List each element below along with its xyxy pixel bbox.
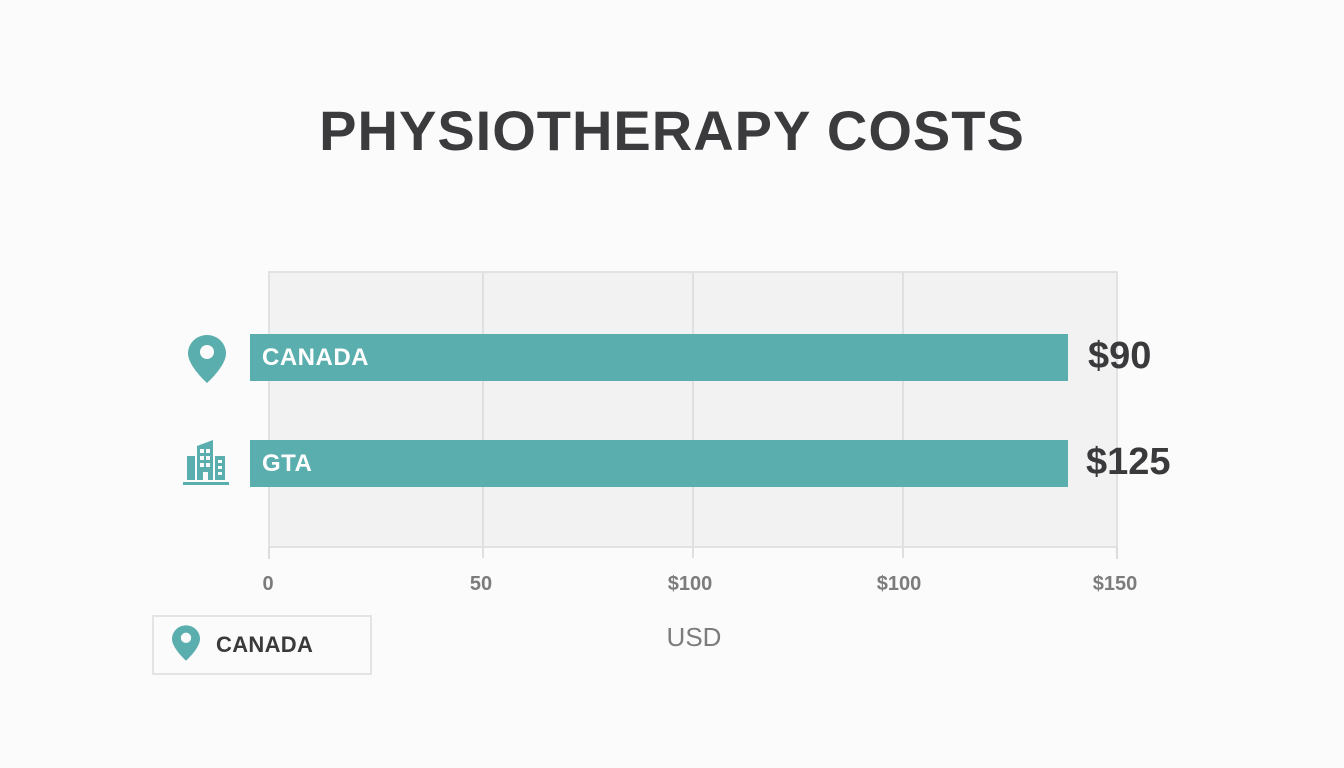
map-pin-icon	[172, 624, 200, 667]
legend-label: CANADA	[216, 632, 314, 657]
x-tick	[268, 547, 270, 559]
x-axis-title: USD	[666, 622, 722, 652]
x-tick-label: $100	[667, 573, 713, 595]
legend: CANADA	[152, 615, 372, 675]
map-pin-icon	[188, 335, 226, 388]
value-label: $90	[1088, 335, 1152, 377]
bar-gta[interactable]: GTA	[250, 440, 1068, 487]
gridline	[692, 273, 694, 558]
chart-title: PHYSIOTHERAPY COSTS	[319, 99, 1025, 162]
x-tick-label: 0	[262, 573, 274, 595]
bar-label: CANADA	[262, 343, 369, 371]
x-tick	[1116, 547, 1118, 559]
x-tick-label: 50	[469, 573, 493, 595]
plot-area	[268, 271, 1118, 558]
value-label: $125	[1086, 441, 1171, 483]
bar-canada[interactable]: CANADA	[250, 334, 1068, 381]
gridline	[482, 273, 484, 558]
gridline	[902, 273, 904, 558]
x-tick-label: $100	[876, 573, 922, 595]
bar-label: GTA	[262, 449, 313, 477]
city-buildings-icon	[183, 436, 229, 491]
x-tick-label: $150	[1092, 573, 1138, 595]
